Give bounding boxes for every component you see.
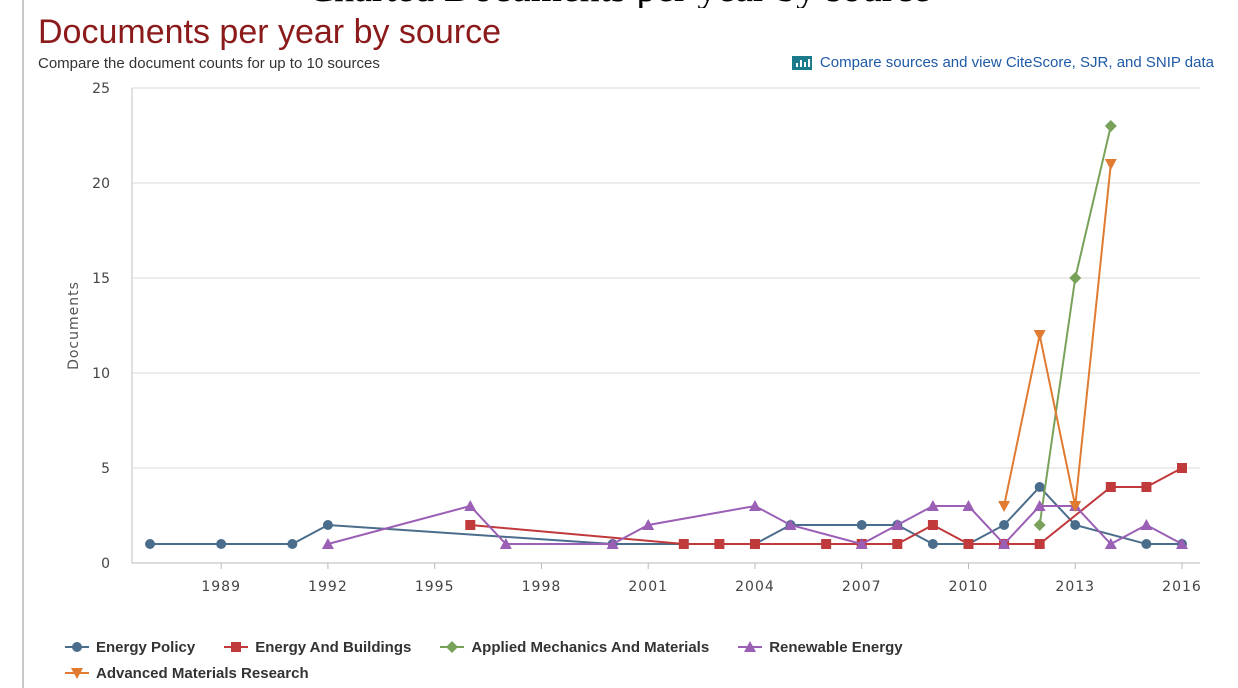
compare-sources-label: Compare sources and view CiteScore, SJR,… bbox=[819, 54, 1214, 71]
data-point[interactable] bbox=[998, 501, 1011, 512]
data-point[interactable] bbox=[926, 500, 939, 511]
data-point[interactable] bbox=[1140, 519, 1153, 530]
data-point[interactable] bbox=[962, 500, 975, 511]
y-tick-label: 15 bbox=[92, 271, 110, 287]
data-point[interactable] bbox=[784, 519, 797, 530]
legend-item[interactable]: Renewable Energy bbox=[737, 638, 903, 656]
x-tick-label: 1998 bbox=[522, 579, 562, 595]
data-point[interactable] bbox=[321, 538, 334, 549]
x-tick-label: 2010 bbox=[949, 579, 989, 595]
data-point[interactable] bbox=[464, 500, 477, 511]
legend-label: Advanced Materials Research bbox=[96, 664, 309, 682]
series-line bbox=[1003, 163, 1112, 507]
left-border bbox=[22, 0, 24, 688]
series-line bbox=[150, 485, 1182, 545]
series-advanced-materials-research bbox=[998, 159, 1117, 512]
x-tick-label: 2016 bbox=[1162, 579, 1202, 595]
data-point[interactable] bbox=[1104, 538, 1117, 549]
data-point[interactable] bbox=[927, 520, 938, 530]
data-point[interactable] bbox=[1069, 501, 1082, 512]
bar-chart-icon bbox=[791, 56, 812, 70]
x-tick-label: 2004 bbox=[735, 579, 775, 595]
data-point[interactable] bbox=[892, 539, 903, 549]
grid-lines bbox=[131, 87, 1200, 564]
legend-label: Energy Policy bbox=[96, 638, 196, 656]
legend-row: Energy Policy Energy And Buildings Applied… bbox=[64, 634, 1164, 660]
data-point[interactable] bbox=[1069, 272, 1082, 284]
legend-row: Advanced Materials Research bbox=[64, 660, 1164, 686]
data-point[interactable] bbox=[1105, 482, 1116, 492]
data-point[interactable] bbox=[216, 539, 227, 549]
y-axis-label: Documents bbox=[66, 281, 82, 370]
legend-label: Applied Mechanics And Materials bbox=[471, 638, 710, 656]
x-tick-label: 2007 bbox=[842, 579, 882, 595]
legend-symbol bbox=[65, 668, 89, 679]
data-point[interactable] bbox=[1034, 539, 1045, 549]
series-applied-mechanics-and-materials bbox=[1033, 120, 1117, 531]
chart-legend: Energy Policy Energy And Buildings Applied… bbox=[64, 634, 1164, 686]
data-point[interactable] bbox=[606, 538, 619, 549]
data-point[interactable] bbox=[1033, 330, 1046, 341]
legend-symbol bbox=[738, 641, 763, 652]
x-tick-label: 1995 bbox=[415, 579, 455, 595]
data-point[interactable] bbox=[748, 500, 761, 511]
legend-item[interactable]: Energy Policy bbox=[64, 639, 195, 656]
data-point[interactable] bbox=[499, 538, 512, 549]
data-point[interactable] bbox=[1177, 463, 1187, 473]
x-tick-label: 2013 bbox=[1055, 579, 1095, 595]
data-point[interactable] bbox=[1141, 482, 1152, 492]
legend-label: Energy And Buildings bbox=[255, 638, 412, 656]
data-point[interactable] bbox=[856, 520, 867, 530]
x-tick-label: 1989 bbox=[201, 579, 241, 595]
series-line bbox=[1038, 125, 1112, 526]
legend-symbol bbox=[65, 642, 89, 652]
legend-item[interactable]: Advanced Materials Research bbox=[64, 665, 309, 682]
series-line bbox=[327, 504, 1183, 546]
data-point[interactable] bbox=[145, 539, 155, 549]
data-point[interactable] bbox=[287, 539, 298, 549]
page-title: Documents per year by source bbox=[38, 13, 501, 51]
data-point[interactable] bbox=[927, 539, 938, 549]
y-tick-label: 25 bbox=[92, 81, 110, 97]
y-tick-label: 5 bbox=[101, 461, 110, 477]
data-point[interactable] bbox=[891, 519, 904, 530]
documents-line-chart: 0 5 10 15 20 25 1989 1992 1995 1998 2001 2004 2007 2… bbox=[66, 81, 1201, 595]
legend-symbol bbox=[440, 641, 465, 653]
page-subtitle: Compare the document counts for up to 10… bbox=[38, 55, 380, 72]
data-point[interactable] bbox=[1176, 538, 1188, 549]
data-point[interactable] bbox=[1033, 519, 1046, 531]
legend-item[interactable]: Applied Mechanics And Materials bbox=[439, 639, 709, 656]
data-point[interactable] bbox=[1141, 539, 1152, 549]
y-axis-ticks: 0 5 10 15 20 25 bbox=[92, 81, 110, 572]
data-point[interactable] bbox=[642, 519, 655, 530]
data-point[interactable] bbox=[465, 520, 476, 530]
data-point[interactable] bbox=[1033, 500, 1046, 511]
series-layer bbox=[145, 120, 1188, 549]
data-point[interactable] bbox=[855, 538, 868, 549]
legend-symbol bbox=[224, 642, 249, 652]
x-tick-label: 1992 bbox=[308, 579, 348, 595]
y-tick-label: 20 bbox=[92, 176, 110, 192]
data-point[interactable] bbox=[1104, 159, 1117, 170]
compare-sources-link[interactable]: Compare sources and view CiteScore, SJR,… bbox=[791, 53, 1214, 73]
legend-label: Renewable Energy bbox=[769, 638, 903, 656]
data-point[interactable] bbox=[678, 539, 689, 549]
data-point[interactable] bbox=[963, 539, 974, 549]
data-point[interactable] bbox=[999, 520, 1010, 530]
data-point[interactable] bbox=[1034, 482, 1045, 492]
legend-item[interactable]: Energy And Buildings bbox=[223, 639, 411, 656]
data-point[interactable] bbox=[821, 539, 832, 549]
x-tick-label: 2001 bbox=[628, 579, 668, 595]
clipped-page-heading: Charted Documents per year by source bbox=[0, 0, 1238, 8]
data-point[interactable] bbox=[998, 538, 1011, 549]
y-tick-label: 10 bbox=[92, 366, 110, 382]
data-point[interactable] bbox=[1104, 120, 1117, 132]
x-axis-ticks: 1989 1992 1995 1998 2001 2004 2007 2010 2013 2016 bbox=[201, 563, 1201, 595]
data-point[interactable] bbox=[749, 539, 760, 549]
data-point[interactable] bbox=[322, 520, 333, 530]
series-line bbox=[470, 467, 1183, 545]
data-point[interactable] bbox=[1070, 520, 1081, 530]
y-tick-label: 0 bbox=[101, 556, 110, 572]
data-point[interactable] bbox=[714, 539, 725, 549]
